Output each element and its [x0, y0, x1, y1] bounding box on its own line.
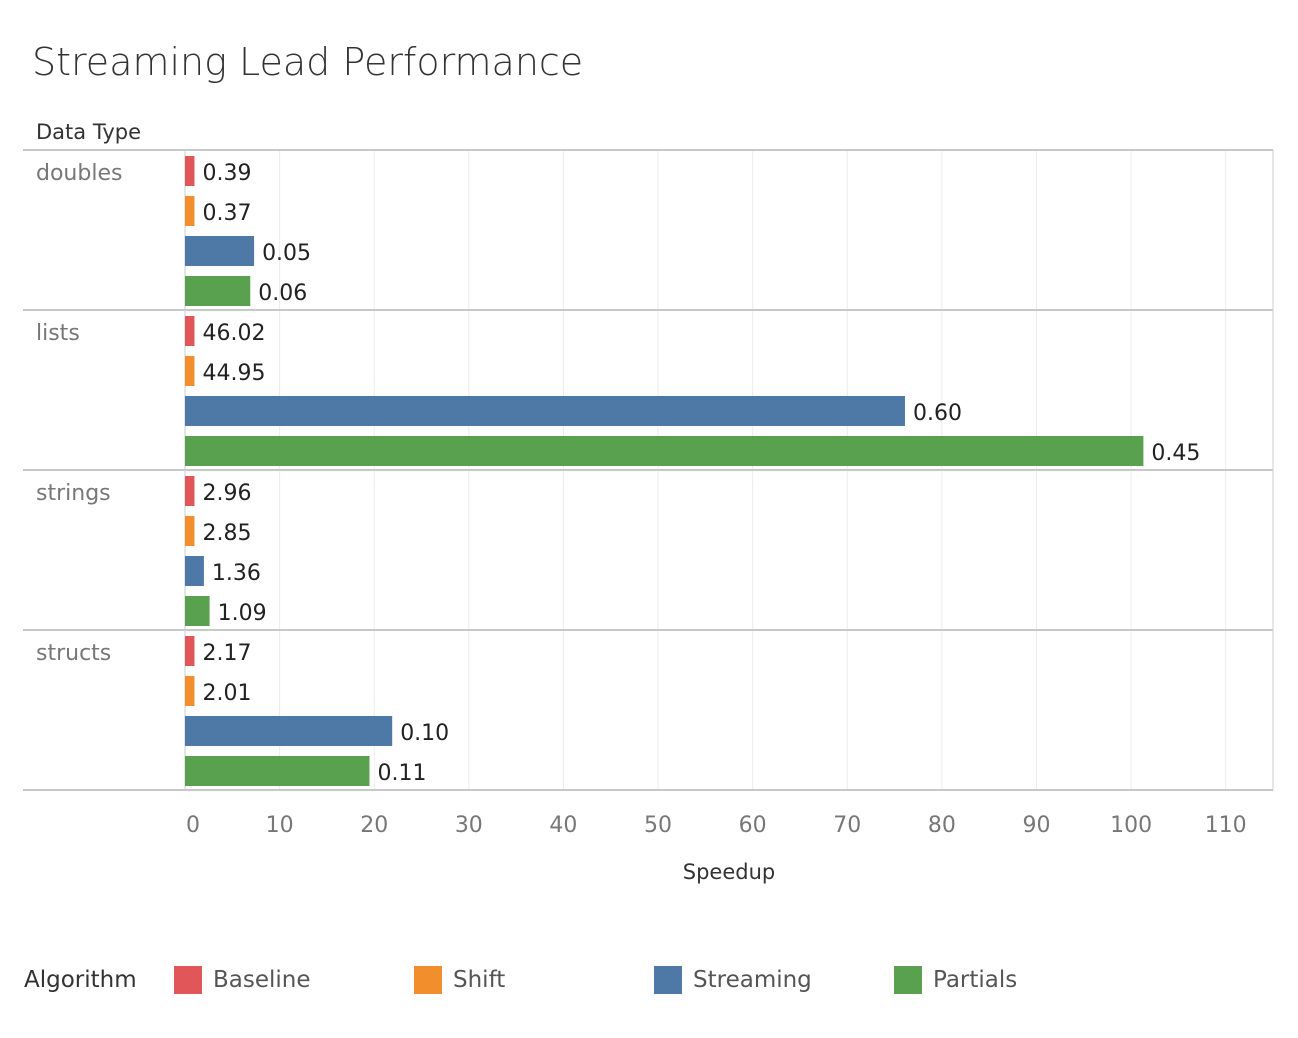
bar-shift	[185, 356, 195, 386]
data-label: 2.96	[202, 481, 251, 506]
bar-baseline	[185, 476, 195, 506]
bar-baseline	[185, 316, 195, 346]
legend-swatch	[894, 966, 922, 994]
legend-label: Shift	[453, 967, 506, 993]
data-label: 0.39	[202, 161, 251, 186]
data-label: 0.11	[377, 761, 426, 786]
bar-baseline	[185, 636, 195, 666]
bar-partials	[185, 436, 1144, 466]
data-label: 0.10	[400, 721, 449, 746]
data-label: 1.36	[212, 561, 261, 586]
legend-swatch	[654, 966, 682, 994]
bar-streaming	[185, 556, 204, 586]
data-label: 44.95	[202, 361, 265, 386]
data-label: 0.06	[258, 281, 307, 306]
bar-shift	[185, 196, 195, 226]
data-label: 46.02	[202, 321, 265, 346]
category-label: lists	[36, 321, 80, 346]
data-label: 0.37	[202, 201, 251, 226]
bar-partials	[185, 596, 210, 626]
legend-item-baseline[interactable]: Baseline	[174, 966, 414, 994]
legend-swatch	[414, 966, 442, 994]
x-tick-label: 30	[455, 813, 483, 838]
x-tick-label: 50	[644, 813, 672, 838]
legend-item-shift[interactable]: Shift	[414, 966, 654, 994]
data-label: 2.17	[202, 641, 251, 666]
x-tick-label: 70	[833, 813, 861, 838]
legend-label: Streaming	[693, 967, 812, 993]
legend-swatch	[174, 966, 202, 994]
legend-label: Partials	[933, 967, 1018, 993]
legend: Algorithm Baseline Shift Streaming Partials	[24, 966, 1134, 994]
legend-item-streaming[interactable]: Streaming	[654, 966, 894, 994]
bar-partials	[185, 276, 251, 306]
bar-partials	[185, 756, 370, 786]
x-axis-label: Speedup	[682, 860, 776, 884]
bar-shift	[185, 516, 195, 546]
bar-streaming	[185, 716, 393, 746]
bar-streaming	[185, 396, 905, 426]
data-label: 0.45	[1151, 441, 1200, 466]
x-tick-label: 80	[928, 813, 956, 838]
category-label: structs	[36, 641, 111, 666]
category-label: strings	[36, 481, 111, 506]
data-label: 0.05	[262, 241, 311, 266]
legend-title: Algorithm	[24, 967, 137, 993]
x-tick-label: 60	[739, 813, 767, 838]
bar-baseline	[185, 156, 195, 186]
x-tick-label: 20	[360, 813, 388, 838]
x-tick-label: 10	[266, 813, 294, 838]
data-label: 2.85	[202, 521, 251, 546]
x-tick-label: 100	[1110, 813, 1152, 838]
data-label: 1.09	[218, 601, 267, 626]
category-label: doubles	[36, 161, 122, 186]
data-label: 0.60	[913, 401, 962, 426]
legend-item-partials[interactable]: Partials	[894, 966, 1134, 994]
x-tick-label: 0	[186, 813, 200, 838]
x-tick-label: 110	[1205, 813, 1247, 838]
x-tick-label: 90	[1022, 813, 1050, 838]
bar-streaming	[185, 236, 255, 266]
bar-shift	[185, 676, 195, 706]
data-label: 2.01	[202, 681, 251, 706]
legend-label: Baseline	[213, 967, 311, 993]
x-tick-label: 40	[549, 813, 577, 838]
chart-title: Streaming Lead Performance	[32, 40, 584, 84]
row-header: Data Type	[36, 120, 142, 144]
